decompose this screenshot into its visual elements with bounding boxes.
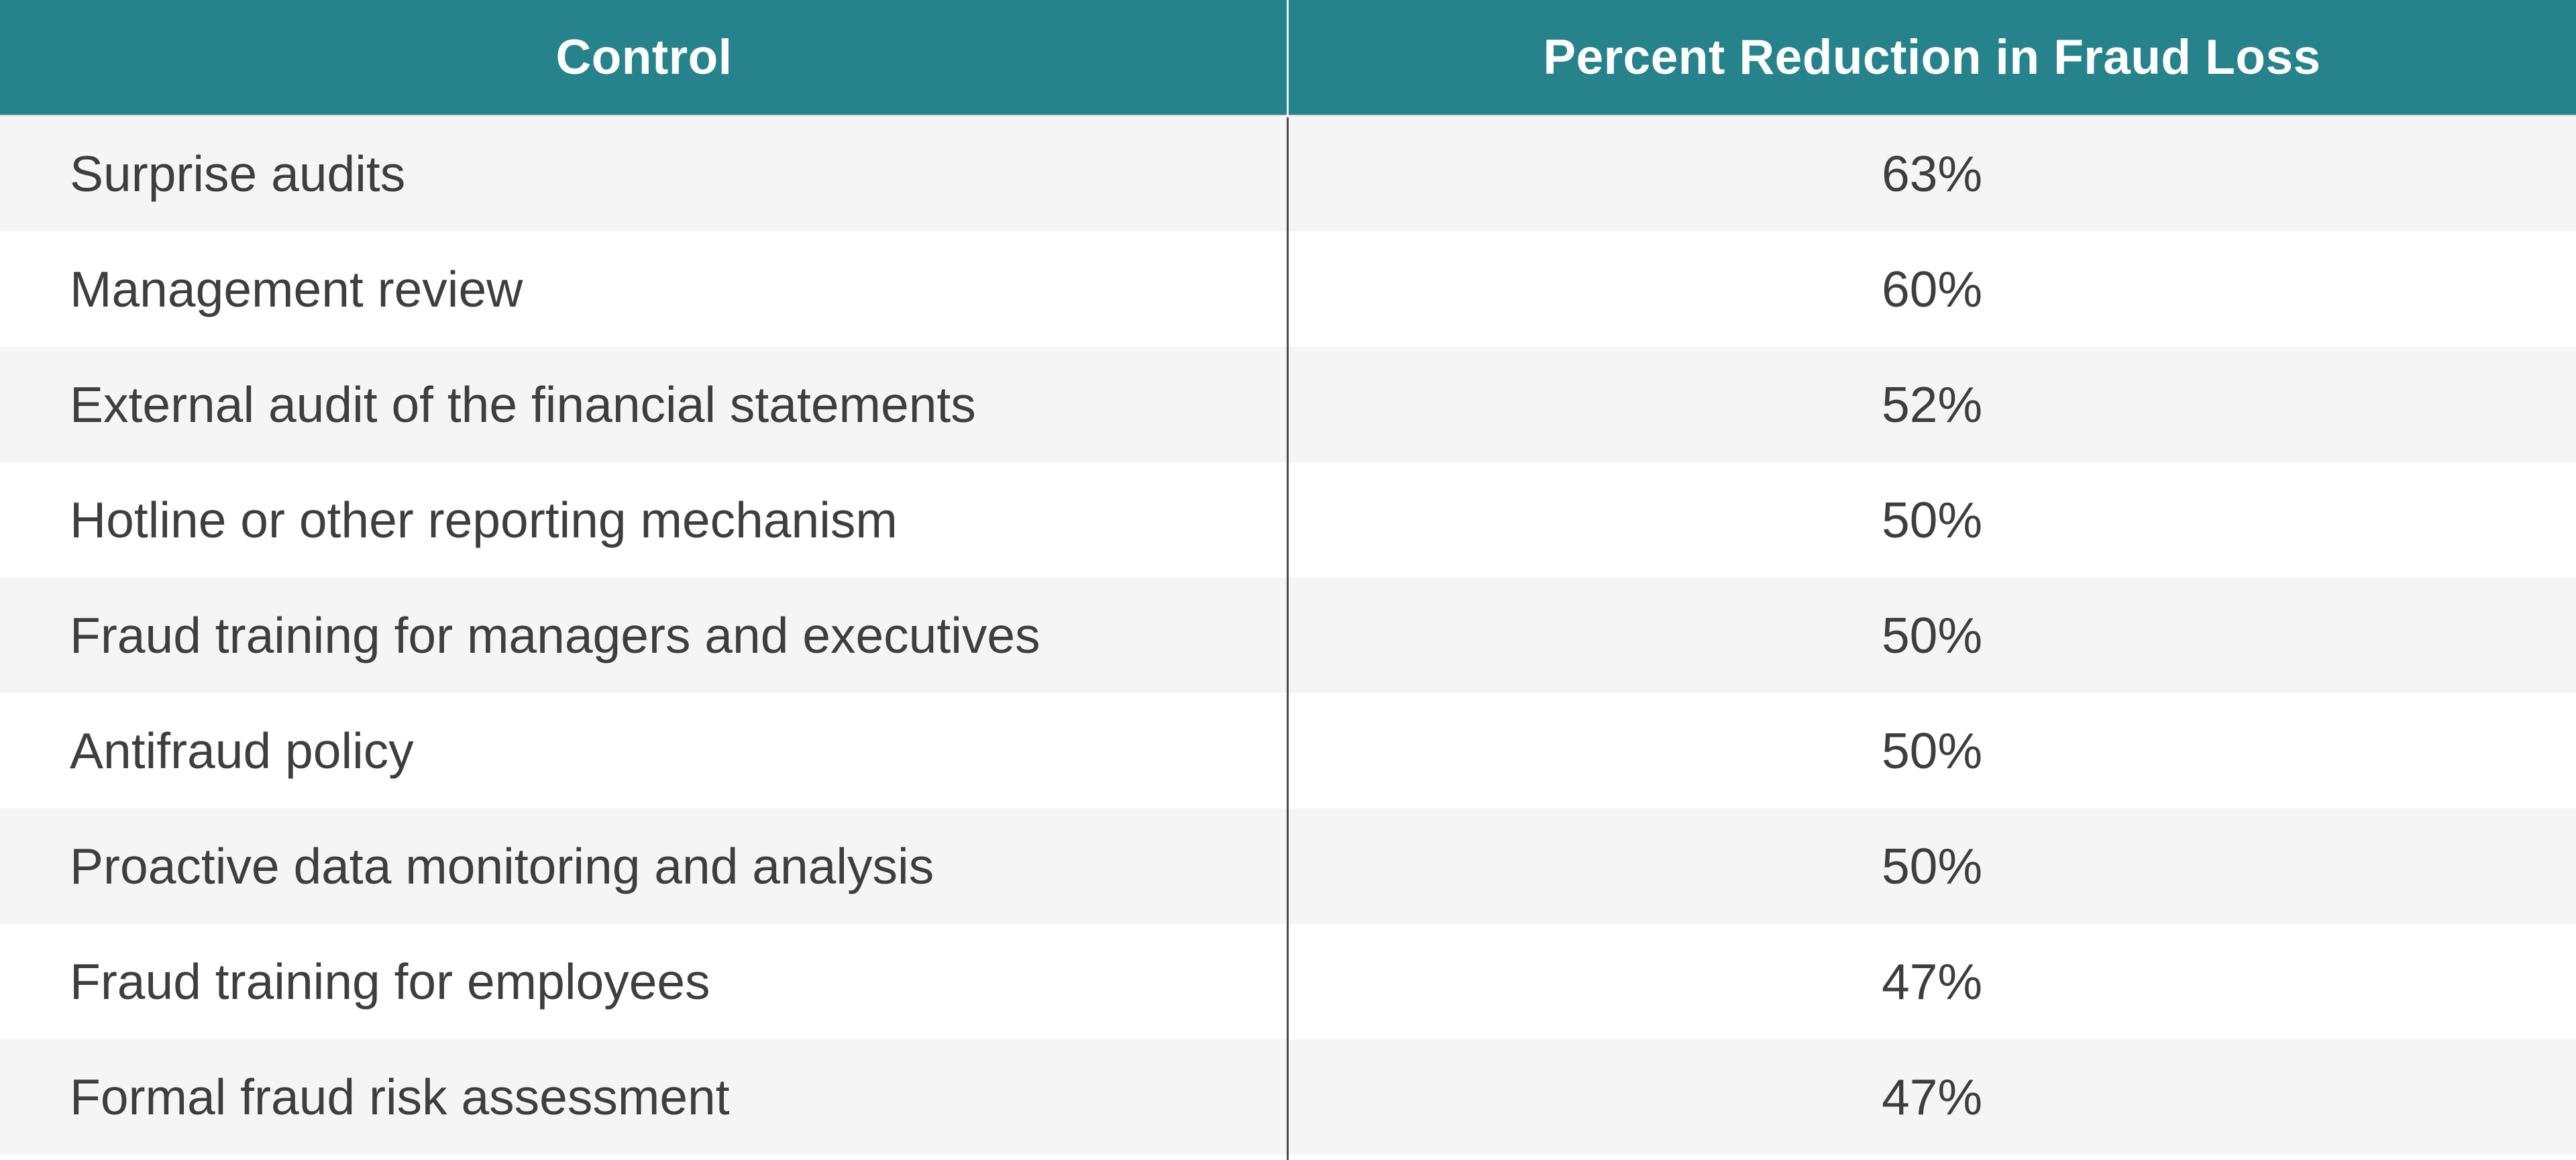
control-cell: Surprise audits: [70, 146, 406, 202]
control-cell: Formal fraud risk assessment: [70, 1069, 730, 1125]
control-cell: Fraud training for employees: [70, 953, 710, 1010]
control-cell: Hotline or other reporting mechanism: [70, 492, 898, 548]
column-divider-body-segment: [1287, 117, 1289, 1160]
reduction-cell: 63%: [1881, 146, 1983, 202]
control-cell: External audit of the financial statemen…: [70, 376, 976, 433]
reduction-cell: 52%: [1881, 376, 1983, 433]
control-cell: Fraud training for managers and executiv…: [70, 607, 1040, 664]
reduction-cell: 50%: [1881, 723, 1983, 779]
control-cell: Proactive data monitoring and analysis: [70, 838, 934, 894]
control-cell: Management review: [70, 261, 523, 317]
column-divider-header-segment: [1287, 0, 1289, 117]
reduction-cell: 60%: [1881, 261, 1983, 317]
reduction-cell: 47%: [1881, 953, 1983, 1010]
column-header-control: Control: [555, 30, 733, 85]
reduction-cell: 50%: [1881, 838, 1983, 894]
reduction-cell: 50%: [1881, 492, 1983, 548]
control-cell: Antifraud policy: [70, 723, 414, 779]
reduction-cell: 47%: [1881, 1069, 1983, 1125]
column-header-percent-reduction: Percent Reduction in Fraud Loss: [1543, 30, 2321, 85]
reduction-cell: 50%: [1881, 607, 1983, 664]
